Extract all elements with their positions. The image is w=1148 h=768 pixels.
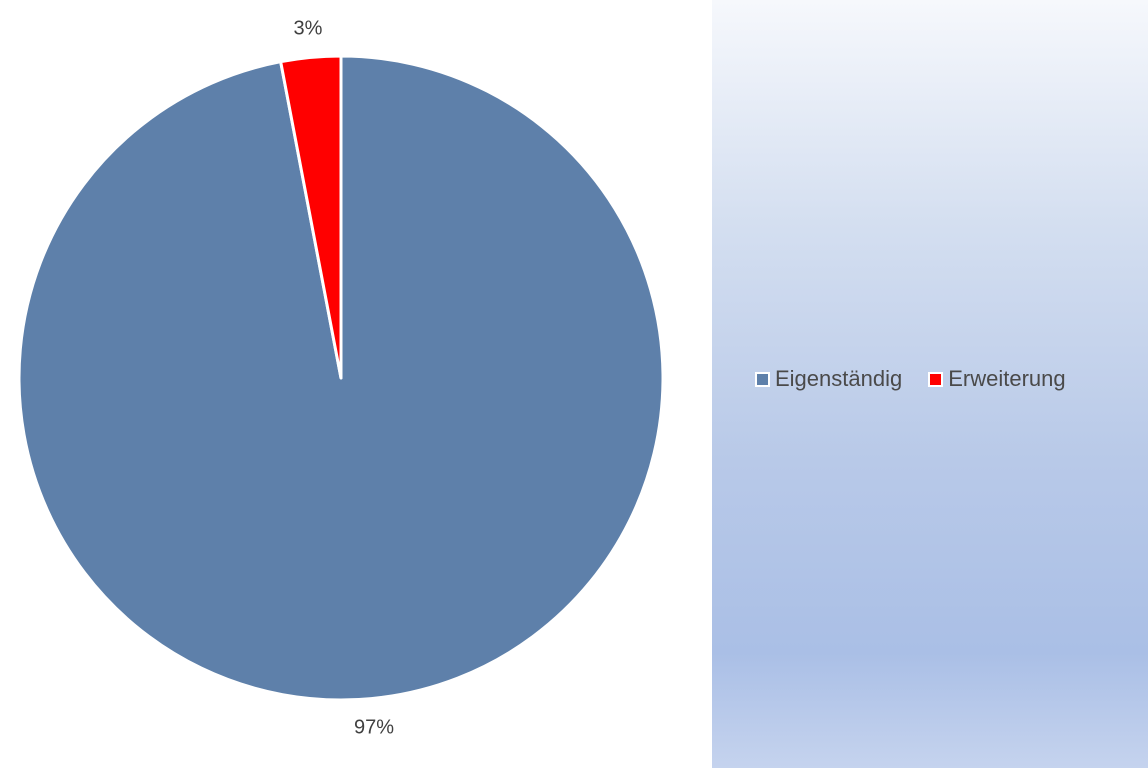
legend-swatch-erweiterung bbox=[928, 371, 944, 387]
pie-slice-erweiterung bbox=[279, 54, 343, 380]
legend-label-eigenstandig: Eigenständig bbox=[775, 366, 903, 391]
data-label-erweiterung: 3% bbox=[294, 18, 323, 40]
data-label-eigenst-ndig: 97% bbox=[354, 716, 394, 738]
legend-swatch-eigenstandig bbox=[755, 371, 770, 387]
pie-chart: 97% 3% bbox=[17, 18, 665, 738]
legend: Eigenständig Erweiterung bbox=[755, 366, 1066, 392]
legend-entry-erweiterung: Erweiterung bbox=[928, 366, 1066, 392]
legend-label-erweiterung: Erweiterung bbox=[948, 366, 1066, 391]
legend-entry-eigenstandig: Eigenständig bbox=[755, 366, 902, 392]
